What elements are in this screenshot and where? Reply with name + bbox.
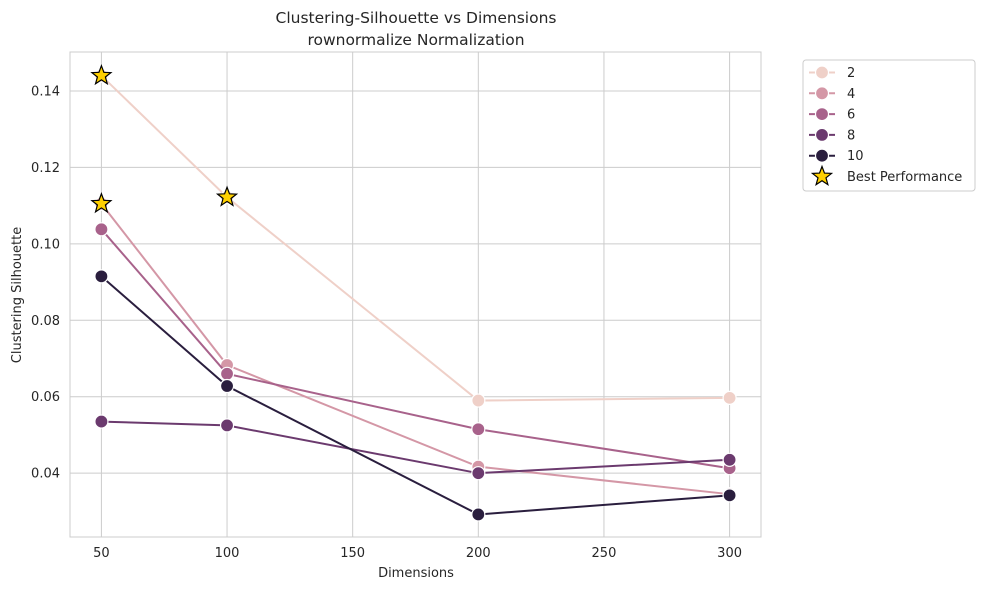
chart-title: Clustering-Silhouette vs Dimensions bbox=[276, 9, 557, 27]
legend-label: 4 bbox=[847, 87, 855, 102]
y-axis-label: Clustering Silhouette bbox=[10, 227, 25, 363]
series-line bbox=[100, 74, 730, 402]
x-tick-label: 250 bbox=[592, 546, 617, 561]
legend-label: Best Performance bbox=[847, 170, 962, 185]
y-tick-labels: 0.04 0.06 0.08 0.10 0.12 0.14 bbox=[31, 84, 60, 481]
data-point bbox=[219, 378, 235, 394]
legend-label: 2 bbox=[847, 66, 855, 81]
legend-marker bbox=[814, 86, 830, 101]
legend-marker bbox=[814, 65, 830, 80]
x-tick-label: 200 bbox=[466, 546, 491, 561]
legend-marker bbox=[814, 106, 830, 122]
data-point bbox=[722, 488, 737, 503]
series-6 bbox=[94, 222, 737, 476]
data-point bbox=[94, 222, 109, 237]
data-point bbox=[471, 466, 486, 481]
y-tick-label: 0.06 bbox=[31, 390, 60, 405]
y-tick-label: 0.04 bbox=[31, 467, 60, 482]
series-line bbox=[100, 275, 730, 516]
data-point bbox=[471, 393, 486, 408]
series-line bbox=[100, 228, 730, 470]
best-performance-markers bbox=[90, 63, 239, 214]
data-point bbox=[94, 414, 109, 429]
best-performance-star bbox=[90, 192, 113, 214]
x-axis-label: Dimensions bbox=[378, 566, 454, 581]
y-tick-label: 0.10 bbox=[31, 237, 60, 252]
data-point bbox=[471, 507, 486, 522]
data-point bbox=[219, 366, 235, 381]
x-tick-label: 50 bbox=[93, 546, 110, 561]
legend-label: 6 bbox=[847, 108, 855, 123]
y-tick-label: 0.08 bbox=[31, 314, 60, 329]
chart-subtitle: rownormalize Normalization bbox=[307, 31, 524, 49]
legend-marker bbox=[814, 127, 830, 142]
x-tick-label: 300 bbox=[717, 546, 742, 561]
legend-label: 8 bbox=[847, 128, 855, 143]
data-point bbox=[471, 422, 486, 437]
best-performance-star bbox=[90, 63, 113, 86]
x-tick-label: 100 bbox=[215, 546, 240, 561]
legend: 2 4 6 8 10 Best Performance bbox=[802, 59, 976, 192]
legend-label: 10 bbox=[847, 149, 864, 164]
data-point bbox=[722, 390, 737, 405]
data-point bbox=[94, 269, 109, 284]
series-10 bbox=[94, 269, 737, 522]
data-point bbox=[722, 452, 737, 467]
legend-frame bbox=[802, 59, 976, 192]
x-tick-labels: 50 100 150 200 250 300 bbox=[93, 546, 742, 561]
y-tick-label: 0.12 bbox=[31, 161, 60, 176]
data-point bbox=[219, 418, 235, 433]
legend-star bbox=[810, 164, 834, 186]
legend-marker bbox=[814, 148, 830, 163]
y-tick-label: 0.14 bbox=[31, 84, 60, 99]
series-line bbox=[100, 203, 730, 496]
x-tick-label: 150 bbox=[340, 546, 365, 561]
best-performance-star bbox=[215, 185, 239, 207]
